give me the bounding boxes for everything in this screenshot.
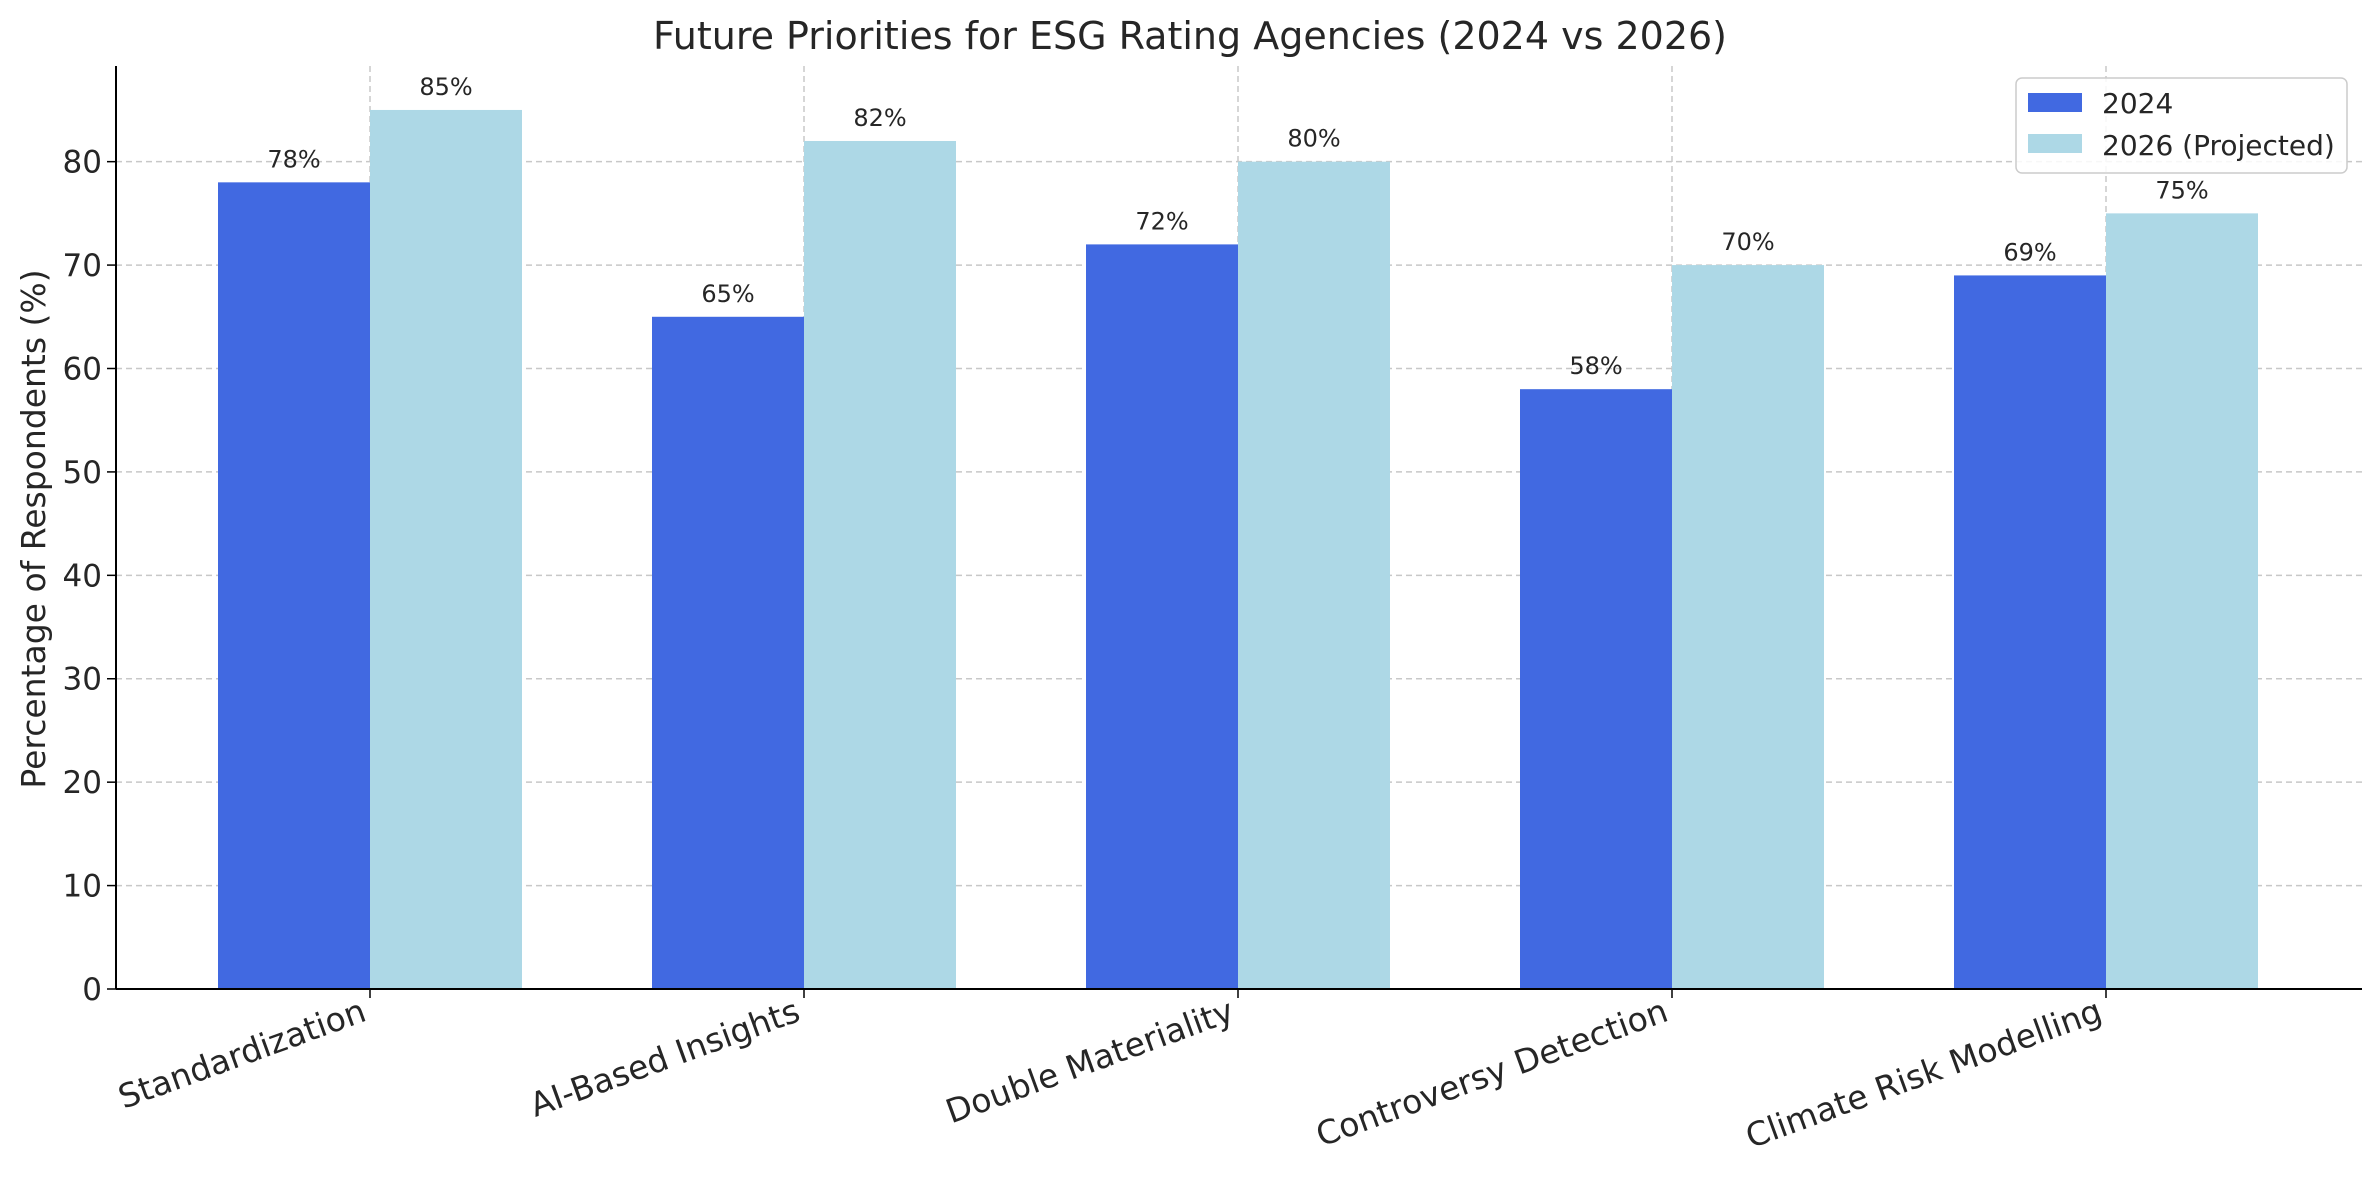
bar-label-2024-ai-based-insights: 65% [701, 280, 754, 308]
bar-2026-projected-standardization [370, 109, 522, 989]
bar-label-2026-projected-controversy-detection: 70% [1721, 228, 1774, 256]
legend-swatch-2026-projected [2028, 134, 2082, 153]
y-tick-label-60: 60 [63, 351, 102, 387]
y-tick-label-0: 0 [82, 972, 102, 1008]
bar-label-2026-projected-double-materiality: 80% [1287, 125, 1340, 153]
y-tick-label-10: 10 [63, 869, 102, 905]
bar-2024-climate-risk-modelling [1954, 275, 2106, 989]
bar-2026-projected-controversy-detection [1672, 265, 1824, 989]
bar-label-2024-double-materiality: 72% [1135, 207, 1188, 235]
legend-swatch-2024 [2028, 93, 2082, 112]
bar-2024-controversy-detection [1520, 389, 1672, 989]
x-tick-label-standardization: Standardization [113, 991, 371, 1117]
legend-frame [2015, 77, 2348, 174]
bar-label-2024-climate-risk-modelling: 69% [2003, 238, 2056, 266]
bar-label-2024-standardization: 78% [267, 145, 320, 173]
bar-2026-projected-ai-based-insights [804, 140, 956, 989]
y-tick-label-80: 80 [63, 145, 102, 181]
bar-2026-projected-double-materiality [1238, 161, 1390, 989]
bar-label-2026-projected-standardization: 85% [419, 73, 472, 101]
y-tick-label-30: 30 [63, 662, 102, 698]
legend-label-2026-projected: 2026 (Projected) [2102, 129, 2335, 162]
chart-title: Future Priorities for ESG Rating Agencie… [653, 14, 1727, 58]
legend: 2024 2026 (Projected) [2015, 77, 2348, 174]
bar-label-2026-projected-climate-risk-modelling: 75% [2155, 176, 2208, 204]
y-axis-label: Percentage of Respondents (%) [14, 269, 53, 788]
bar-2024-ai-based-insights [652, 316, 804, 989]
bar-2024-standardization [218, 182, 370, 989]
y-tick-label-70: 70 [63, 248, 102, 284]
y-tick-label-20: 20 [63, 765, 102, 801]
x-tick-label-climate-risk-modelling: Climate Risk Modelling [1740, 991, 2106, 1156]
legend-label-2024: 2024 [2102, 87, 2173, 120]
y-tick-label-40: 40 [63, 558, 102, 594]
y-tick-label-50: 50 [63, 455, 102, 491]
axes [107, 66, 2362, 998]
bar-label-2024-controversy-detection: 58% [1569, 352, 1622, 380]
bar-2026-projected-climate-risk-modelling [2106, 213, 2258, 989]
bar-label-2026-projected-ai-based-insights: 82% [853, 104, 906, 132]
x-tick-label-ai-based-insights: AI-Based Insights [525, 991, 805, 1125]
bars [218, 109, 2258, 989]
bar-value-labels: 78% 65% 72% 58% 69% 85% 82% 80% 70% 75% [267, 73, 2208, 380]
bar-2024-double-materiality [1086, 244, 1238, 989]
x-tick-label-controversy-detection: Controversy Detection [1311, 991, 1673, 1155]
x-tick-label-double-materiality: Double Materiality [941, 991, 1239, 1131]
